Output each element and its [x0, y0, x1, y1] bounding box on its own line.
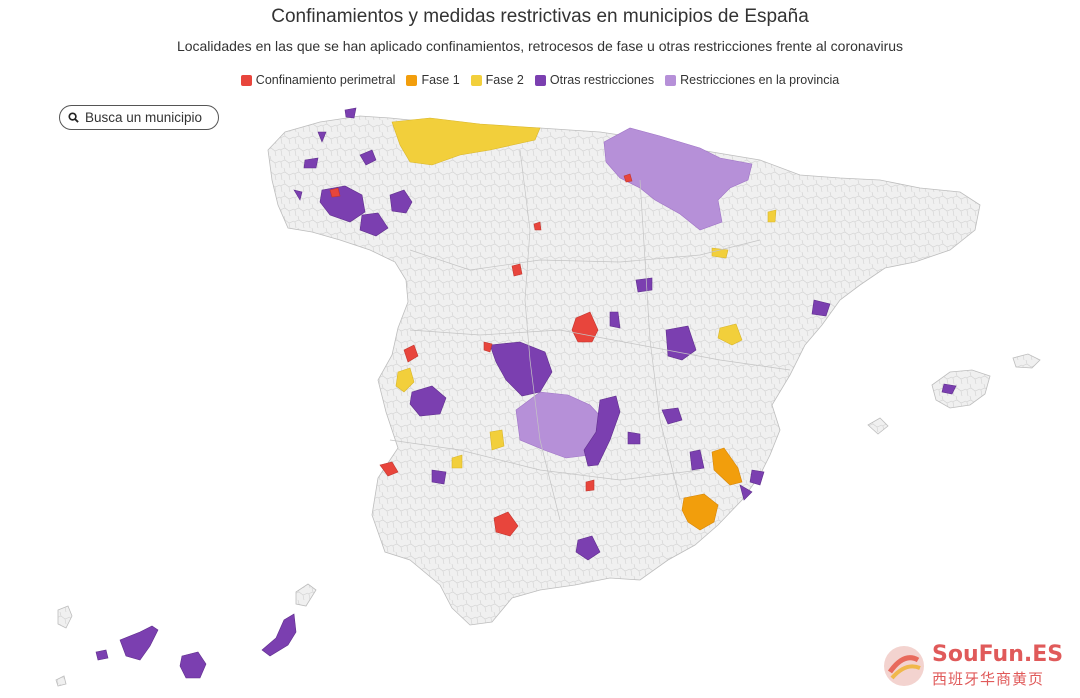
- ibiza-shape[interactable]: [867, 417, 889, 435]
- legend-label: Restricciones en la provincia: [680, 73, 840, 87]
- page-title: Confinamientos y medidas restrictivas en…: [271, 6, 809, 27]
- legend-label: Fase 1: [421, 73, 460, 87]
- region-otras: [359, 212, 389, 237]
- legend: Confinamiento perimetral Fase 1 Fase 2 O…: [0, 73, 1080, 87]
- legend-item-provincia[interactable]: Restricciones en la provincia: [665, 73, 839, 87]
- region-fase2: [451, 454, 463, 469]
- region-otras: [941, 383, 957, 395]
- region-otras: [627, 431, 641, 445]
- region-otras: [179, 651, 207, 679]
- legend-swatch: [240, 74, 252, 86]
- legend-swatch: [534, 74, 546, 86]
- legend-label: Confinamiento perimetral: [255, 73, 396, 87]
- region-otras: [359, 149, 377, 166]
- menorca-shape[interactable]: [1012, 353, 1041, 369]
- region-fase2: [391, 117, 541, 166]
- canary-island[interactable]: [295, 583, 317, 607]
- watermark-line2: 西班牙华商黄页: [932, 670, 1045, 688]
- region-fase1: [711, 447, 743, 486]
- legend-swatch: [665, 74, 677, 86]
- fase1-layer: [681, 447, 743, 531]
- confinamiento-layer: [329, 173, 633, 537]
- search-input[interactable]: [85, 110, 213, 125]
- peninsula-shape[interactable]: [267, 115, 981, 626]
- region-confinamiento: [493, 511, 519, 537]
- region-otras: [609, 311, 621, 329]
- legend-swatch: [406, 74, 418, 86]
- province-borders: [389, 149, 791, 521]
- region-otras: [739, 484, 753, 501]
- legend-item-otras[interactable]: Otras restricciones: [534, 73, 655, 87]
- watermark-logo: SouFun.ES 西班牙华商黄页: [880, 640, 1075, 692]
- region-otras: [119, 625, 159, 661]
- region-otras: [689, 449, 705, 471]
- search-icon: [68, 112, 79, 123]
- fase2-layer: [391, 117, 777, 469]
- otras-layer: [95, 107, 957, 679]
- region-otras: [811, 299, 831, 317]
- region-otras: [409, 385, 447, 417]
- region-confinamiento: [329, 187, 341, 198]
- canary-island[interactable]: [55, 675, 67, 687]
- region-otras: [635, 277, 653, 293]
- region-provincia: [603, 127, 753, 231]
- watermark-icon: [884, 646, 924, 686]
- region-otras: [95, 649, 109, 661]
- legend-item-fase2[interactable]: Fase 2: [470, 73, 524, 87]
- page-subtitle: Localidades en las que se han aplicado c…: [176, 38, 904, 54]
- legend-swatch: [470, 74, 482, 86]
- region-confinamiento: [379, 461, 399, 477]
- region-fase1: [681, 493, 719, 531]
- legend-label: Otras restricciones: [549, 73, 655, 87]
- region-otras: [317, 131, 327, 143]
- region-confinamiento: [585, 479, 595, 492]
- region-confinamiento: [403, 344, 419, 363]
- search-box[interactable]: [59, 105, 219, 130]
- region-otras: [293, 189, 303, 201]
- legend-item-confinamiento[interactable]: Confinamiento perimetral: [240, 73, 396, 87]
- region-fase2: [489, 429, 505, 451]
- region-otras: [344, 107, 357, 119]
- region-otras: [575, 535, 601, 561]
- region-otras: [303, 157, 319, 169]
- region-confinamiento: [533, 221, 542, 231]
- canary-island[interactable]: [57, 605, 73, 629]
- region-fase2: [711, 247, 729, 259]
- legend-label: Fase 2: [485, 73, 524, 87]
- region-otras: [431, 469, 447, 485]
- region-otras: [489, 341, 553, 397]
- watermark-line1: SouFun.ES: [932, 642, 1064, 667]
- region-confinamiento: [483, 341, 493, 353]
- region-otras: [261, 613, 297, 657]
- region-fase2: [767, 209, 777, 223]
- region-otras: [749, 469, 765, 486]
- mallorca-shape[interactable]: [931, 369, 991, 409]
- region-confinamiento: [511, 263, 523, 277]
- legend-item-fase1[interactable]: Fase 1: [406, 73, 460, 87]
- region-otras: [661, 407, 683, 425]
- region-otras: [389, 189, 413, 214]
- region-fase2: [395, 367, 415, 393]
- region-fase2: [717, 323, 743, 346]
- region-confinamiento: [623, 173, 633, 183]
- region-confinamiento: [571, 311, 599, 343]
- region-otras: [583, 395, 621, 467]
